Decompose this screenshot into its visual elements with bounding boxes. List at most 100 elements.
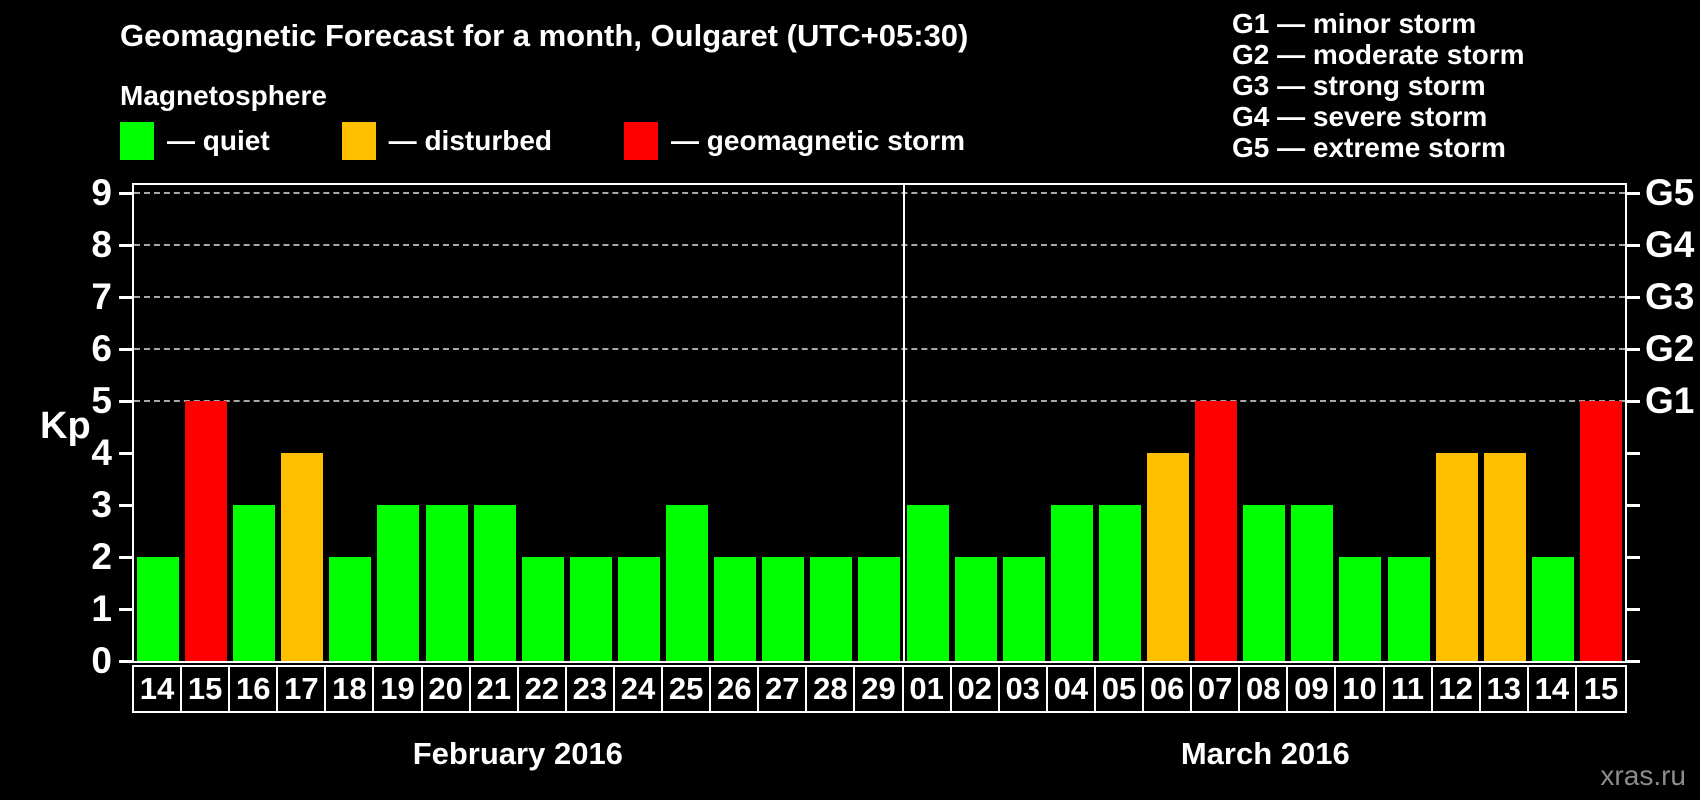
gridline-kp-7 <box>134 296 1625 298</box>
date-cell: 14 <box>134 667 183 711</box>
date-cell: 29 <box>855 667 904 711</box>
y-tick-label: 9 <box>91 172 112 213</box>
gridline-kp-6 <box>134 348 1625 350</box>
chart-title: Geomagnetic Forecast for a month, Oulgar… <box>120 18 969 53</box>
quiet-color-swatch <box>120 122 154 160</box>
legend-item-quiet: — quiet <box>120 122 270 160</box>
storm-scale-line: G4 — severe storm <box>1232 101 1488 132</box>
kp-bar-12 <box>1435 453 1478 661</box>
left-axis-tick <box>119 660 132 663</box>
y-tick-label: 1 <box>91 588 112 629</box>
storm-color-swatch <box>624 122 659 160</box>
month-axis: February 2016 March 2016 <box>132 736 1627 776</box>
kp-bar-01 <box>906 505 949 661</box>
date-cell: 13 <box>1481 667 1529 711</box>
legend-label-disturbed: — disturbed <box>388 125 553 156</box>
right-axis-tick <box>1627 192 1640 195</box>
kp-bar-20 <box>425 505 468 661</box>
right-axis-tick <box>1627 244 1640 247</box>
kp-bar-18 <box>329 557 372 661</box>
kp-bar-29 <box>858 557 901 661</box>
right-axis-tick <box>1627 504 1640 507</box>
kp-bar-02 <box>954 557 997 661</box>
date-cell: 26 <box>711 667 760 711</box>
y-tick-label: 2 <box>91 536 112 577</box>
date-cell: 07 <box>1192 667 1241 711</box>
date-cell: 12 <box>1433 667 1481 711</box>
date-cell: 14 <box>1529 667 1577 711</box>
right-axis-tick <box>1627 608 1640 611</box>
date-cell: 09 <box>1288 667 1337 711</box>
kp-bar-23 <box>569 557 612 661</box>
storm-scale-line: G5 — extreme storm <box>1232 132 1506 163</box>
month-label: February 2016 <box>412 736 623 771</box>
storm-scale-tick-label: G5 <box>1645 172 1695 213</box>
date-cell: 16 <box>230 667 279 711</box>
right-axis-tick <box>1627 452 1640 455</box>
legend-item-disturbed: — disturbed <box>341 122 553 160</box>
legend-label-storm: — geomagnetic storm <box>671 125 966 156</box>
y-axis-label: Kp <box>40 405 91 447</box>
gridline-kp-9 <box>134 192 1625 194</box>
kp-bar-16 <box>233 505 276 661</box>
kp-bar-22 <box>521 557 564 661</box>
left-axis-tick <box>119 608 132 611</box>
date-cell: 17 <box>278 667 327 711</box>
plot-area: 0 1 2 3 4 5 6 7 8 9 G1 G2 G3 G4 G5 <box>91 172 1694 681</box>
y-tick-label: 5 <box>91 380 112 421</box>
legend-label-quiet: — quiet <box>167 125 270 156</box>
date-cell: 21 <box>471 667 519 711</box>
y-tick-label: 3 <box>91 484 112 525</box>
disturbed-color-swatch <box>341 122 376 160</box>
y-tick-label: 6 <box>91 328 112 369</box>
kp-bar-26 <box>714 557 757 661</box>
date-cell: 27 <box>759 667 808 711</box>
storm-scale-legend: G1 — minor storm G2 — moderate storm G3 — … <box>1232 8 1525 163</box>
kp-bar-28 <box>810 557 853 661</box>
date-cell: 19 <box>374 667 423 711</box>
left-axis-tick <box>119 296 132 299</box>
storm-scale-tick-label: G4 <box>1645 224 1695 265</box>
kp-status-legend: — quiet — disturbed — geomagnetic storm <box>120 122 1037 160</box>
date-cell: 01 <box>904 667 952 711</box>
left-axis-tick <box>119 244 132 247</box>
kp-bar-21 <box>473 505 516 661</box>
month-divider <box>902 185 905 661</box>
y-tick-label: 0 <box>91 640 112 681</box>
kp-bar-13 <box>1483 453 1526 661</box>
kp-bar-07 <box>1195 401 1238 661</box>
left-axis-tick <box>119 452 132 455</box>
left-axis-tick <box>119 192 132 195</box>
date-cell: 04 <box>1048 667 1096 711</box>
date-cell: 24 <box>615 667 664 711</box>
y-tick-label: 7 <box>91 276 112 317</box>
date-cell: 02 <box>952 667 1000 711</box>
gridline-kp-8 <box>134 244 1625 246</box>
date-cell: 10 <box>1336 667 1385 711</box>
kp-bar-17 <box>281 453 324 661</box>
storm-scale-line: G1 — minor storm <box>1232 8 1477 39</box>
kp-bar-27 <box>762 557 805 661</box>
gridline-kp-5 <box>134 400 1625 402</box>
right-axis-tick <box>1627 400 1640 403</box>
storm-scale-line: G2 — moderate storm <box>1232 39 1525 70</box>
kp-bar-15 <box>1579 401 1622 661</box>
date-cell: 08 <box>1240 667 1289 711</box>
date-cell: 15 <box>182 667 231 711</box>
kp-bar-11 <box>1387 557 1430 661</box>
date-cell: 11 <box>1385 667 1433 711</box>
storm-scale-tick-label: G2 <box>1645 328 1695 369</box>
date-cell: 28 <box>807 667 856 711</box>
right-axis-tick <box>1627 660 1640 663</box>
right-axis-tick <box>1627 348 1640 351</box>
watermark: xras.ru <box>1600 760 1686 791</box>
date-cell: 25 <box>663 667 712 711</box>
kp-bar-15 <box>185 401 228 661</box>
date-cell: 20 <box>423 667 471 711</box>
left-axis-tick <box>119 556 132 559</box>
y-tick-label: 4 <box>91 432 112 473</box>
kp-bar-14 <box>137 557 179 661</box>
y-tick-label: 8 <box>91 224 112 265</box>
kp-bar-14 <box>1531 557 1574 661</box>
